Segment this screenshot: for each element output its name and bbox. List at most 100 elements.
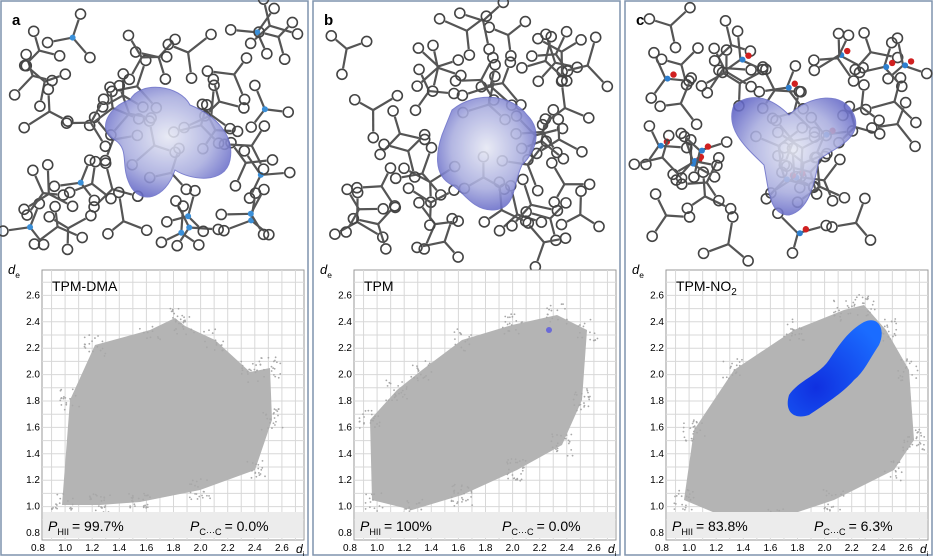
scatter-dot [902, 446, 904, 449]
scatter-dot [549, 320, 552, 323]
ring [688, 171, 700, 183]
scatter-dot [789, 339, 791, 341]
scatter-dot [510, 324, 513, 326]
scatter-dot [916, 369, 919, 372]
ring [535, 216, 548, 228]
math-label: de [8, 262, 20, 280]
bond [372, 97, 393, 112]
scatter-dot [460, 346, 463, 349]
ring [899, 96, 912, 109]
scatter-dot [101, 340, 104, 343]
scatter-dot [892, 461, 895, 464]
ring [177, 200, 189, 212]
scatter-dot [520, 473, 522, 475]
scatter-dot [240, 360, 243, 363]
scatter-dot [74, 394, 77, 397]
scatter-dot [722, 360, 725, 363]
ring [858, 79, 870, 91]
scatter-dot [171, 310, 174, 313]
bond [434, 220, 453, 226]
ring [170, 195, 182, 207]
scatter-dot [71, 388, 74, 391]
bond [651, 130, 660, 147]
atom [704, 143, 712, 150]
scatter-dot [378, 425, 381, 427]
scatter-dot [793, 328, 795, 331]
scatter-dot [593, 339, 596, 342]
bond [667, 59, 682, 66]
bond [359, 218, 379, 226]
scatter-dot [103, 496, 106, 499]
scatter-dot [556, 309, 559, 312]
bond [28, 49, 41, 63]
scatter-dot [470, 491, 473, 494]
y-tick-label: 0.8 [338, 528, 352, 539]
scatter-dot [257, 380, 259, 383]
ring [789, 60, 802, 72]
scatter-dot [258, 360, 261, 363]
bond [264, 32, 279, 38]
bond [380, 172, 389, 187]
scatter-dot [84, 343, 87, 346]
scatter-dot [550, 309, 553, 312]
bond [91, 182, 107, 196]
ring [506, 219, 518, 232]
ring [643, 120, 656, 132]
symbol: d [8, 262, 16, 277]
scatter-dot [919, 432, 922, 434]
scatter-dot [691, 422, 694, 425]
scatter-dot [195, 493, 198, 495]
scatter-dot [416, 365, 418, 368]
bond [377, 209, 392, 225]
scatter-dot [690, 437, 693, 440]
scatter-dot [132, 496, 134, 499]
bond [725, 26, 733, 46]
bond [725, 70, 747, 85]
scatter-dot [846, 304, 849, 307]
scatter-dot [890, 320, 893, 323]
scatter-dot [129, 506, 132, 509]
scatter-dot [577, 325, 580, 328]
scatter-dot [95, 494, 98, 497]
bond [536, 241, 546, 262]
bond [819, 57, 838, 61]
scatter-dot [462, 349, 465, 352]
ring [859, 103, 872, 116]
scatter-dot [422, 377, 425, 379]
bond [893, 83, 901, 102]
ring [161, 216, 173, 228]
y-tick-label: 2.4 [26, 317, 40, 328]
atom [69, 34, 76, 41]
bond [501, 82, 518, 101]
bond [764, 71, 776, 91]
ring [258, 120, 271, 132]
scatter-dot [254, 472, 257, 474]
y-tick-label: 1.0 [26, 502, 40, 513]
bond [657, 198, 668, 217]
bond [896, 107, 905, 125]
scatter-dot [101, 347, 104, 350]
scatter-dot [573, 404, 576, 407]
scatter-dot [589, 318, 592, 321]
scatter-dot [376, 423, 378, 425]
scatter-dot [358, 427, 361, 429]
scatter-dot [240, 372, 243, 375]
y-tick-label: 2.6 [650, 290, 664, 301]
bond [407, 150, 415, 172]
bond [28, 192, 50, 208]
scatter-dot [406, 397, 408, 400]
ring [695, 80, 708, 92]
scatter-dot [457, 492, 460, 495]
scatter-dot [417, 370, 420, 372]
bond [523, 184, 533, 206]
symbol: d [920, 542, 927, 556]
bond [702, 178, 707, 197]
scatter-dot [373, 493, 376, 496]
y-tick-label: 0.8 [650, 528, 664, 539]
y-tick-label: 1.2 [650, 475, 664, 486]
scatter-dot [565, 434, 568, 437]
scatter-dot [858, 293, 861, 296]
scatter-dot [908, 436, 911, 438]
ring [122, 29, 135, 42]
bond [865, 65, 885, 73]
